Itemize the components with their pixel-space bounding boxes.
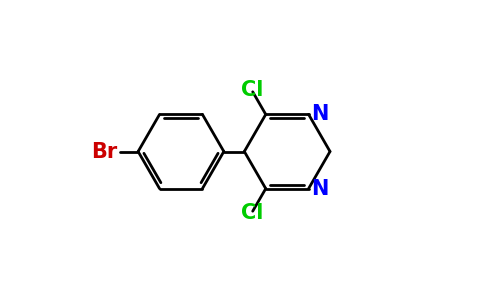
Text: Br: Br [91,142,118,161]
Text: N: N [312,178,329,199]
Text: N: N [312,104,329,124]
Text: Cl: Cl [241,80,263,100]
Text: Cl: Cl [241,203,263,223]
